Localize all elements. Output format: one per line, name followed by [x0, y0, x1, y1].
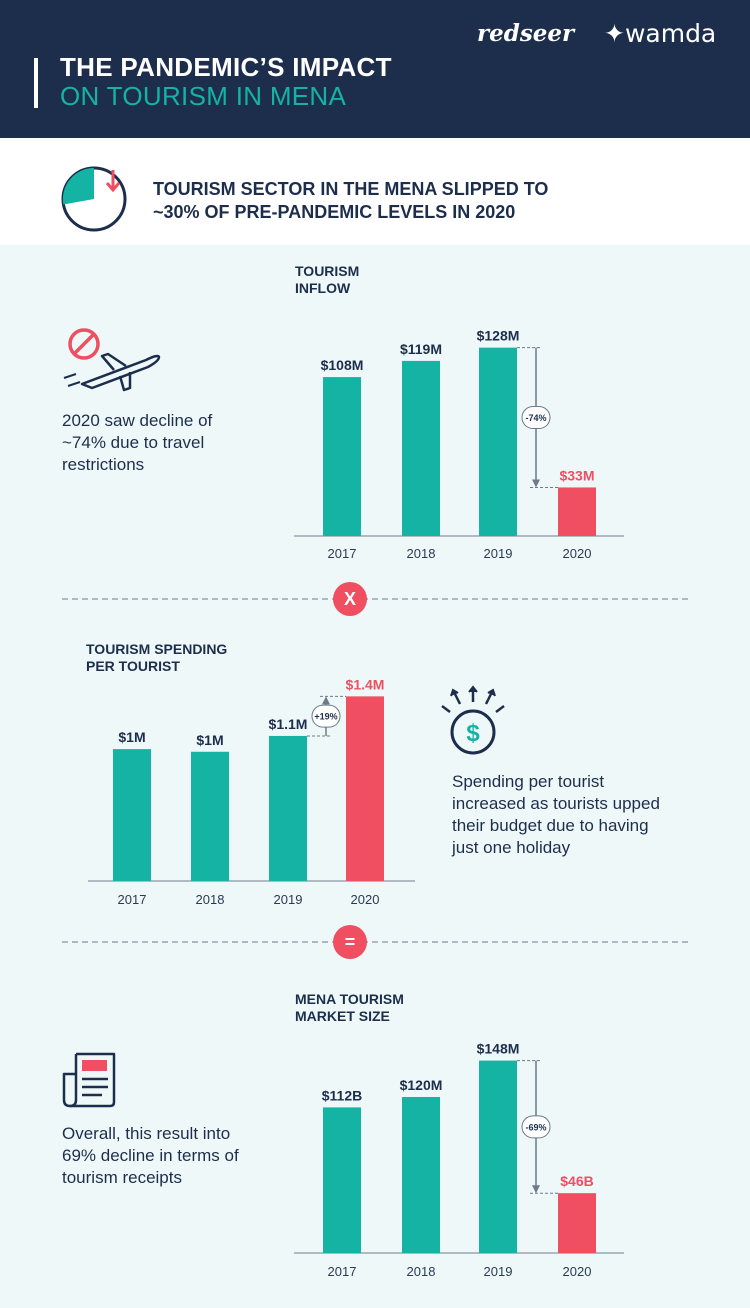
market-value-label-2019: $148M [477, 1041, 520, 1057]
summary-line-2: ~30% OF PRE-PANDEMIC LEVELS IN 2020 [153, 202, 516, 222]
spending-title-line-2: PER TOURIST [86, 658, 180, 674]
summary-line-1: TOURISM SECTOR IN THE MENA SLIPPED TO [153, 179, 549, 199]
market-tick-label-2020: 2020 [563, 1264, 592, 1279]
market-bar-2017 [323, 1107, 361, 1253]
market-description: Overall, this result into 69% decline in… [62, 1123, 239, 1189]
header: THE PANDEMIC’S IMPACT ON TOURISM IN MENA… [0, 0, 750, 138]
spending-change-label: +19% [314, 712, 337, 722]
spending-description: Spending per tourist increased as touris… [452, 771, 660, 859]
inflow-tick-label-2018: 2018 [407, 546, 436, 561]
pie-decline-icon [58, 163, 130, 240]
inflow-change-label: -74% [525, 413, 546, 423]
inflow-bar-2020 [558, 487, 596, 536]
dollar-increase-icon: $ [440, 684, 510, 761]
inflow-desc-line-3: restrictions [62, 455, 145, 474]
market-bar-2018 [402, 1097, 440, 1253]
spending-tick-label-2019: 2019 [274, 892, 303, 907]
inflow-value-label-2018: $119M [400, 341, 442, 357]
spending-chart-title: TOURISM SPENDING PER TOURIST [86, 641, 227, 675]
market-bar-2019 [479, 1060, 517, 1253]
spending-value-label-2020: $1.4M [346, 676, 385, 692]
spending-change-badge [311, 704, 341, 728]
summary-text: TOURISM SECTOR IN THE MENA SLIPPED TO ~3… [153, 178, 548, 224]
inflow-bar-2017 [323, 377, 361, 536]
inflow-desc-line-1: 2020 saw decline of [62, 411, 213, 430]
market-value-label-2017: $112B [322, 1087, 362, 1103]
equals-operator: = [333, 925, 367, 959]
header-accent-bar [34, 58, 38, 108]
spending-value-label-2017: $1M [118, 729, 145, 745]
inflow-title-line-2: INFLOW [295, 280, 351, 296]
spending-bar-2017 [113, 749, 151, 881]
receipt-document-icon [62, 1050, 117, 1113]
spending-tick-label-2017: 2017 [118, 892, 147, 907]
inflow-change-arrowhead [532, 479, 540, 488]
inflow-title-line-1: TOURISM [295, 263, 360, 279]
inflow-chart-title: TOURISM INFLOW [295, 263, 359, 297]
spending-bar-2018 [191, 751, 229, 881]
spending-desc-line-3: their budget due to having [452, 816, 649, 835]
inflow-desc-line-2: ~74% due to travel [62, 433, 205, 452]
market-bar-2020 [558, 1193, 596, 1253]
market-value-label-2018: $120M [400, 1077, 443, 1093]
market-change-label: -69% [525, 1122, 546, 1132]
market-title-line-2: MARKET SIZE [295, 1008, 390, 1024]
inflow-tick-label-2020: 2020 [563, 546, 592, 561]
wamda-logo: ✦wamda [604, 19, 717, 48]
spending-value-label-2019: $1.1M [269, 716, 308, 732]
inflow-bar-chart: $108M 2017 $119M 2018 $128M 2019 $33M 2020 -74% [290, 300, 630, 570]
inflow-tick-label-2019: 2019 [484, 546, 513, 561]
airplane-no-entry-icon [62, 326, 167, 401]
inflow-value-label-2020: $33M [559, 467, 594, 483]
inflow-value-label-2019: $128M [477, 328, 520, 344]
market-tick-label-2017: 2017 [328, 1264, 357, 1279]
market-tick-label-2018: 2018 [407, 1264, 436, 1279]
spending-desc-line-1: Spending per tourist [452, 772, 605, 791]
spending-bar-2019 [269, 735, 307, 881]
spending-desc-line-4: just one holiday [452, 838, 571, 857]
svg-text:$: $ [466, 720, 480, 747]
inflow-bar-2019 [479, 347, 517, 536]
spending-tick-label-2020: 2020 [351, 892, 380, 907]
market-desc-line-2: 69% decline in terms of [62, 1146, 239, 1165]
page-subtitle: ON TOURISM IN MENA [60, 81, 347, 111]
page-title: THE PANDEMIC’S IMPACT [60, 52, 392, 82]
spending-tick-label-2018: 2018 [196, 892, 225, 907]
section-divider-2 [62, 941, 688, 943]
market-desc-line-1: Overall, this result into [62, 1124, 231, 1143]
multiply-operator: X [333, 582, 367, 616]
spending-value-label-2018: $1M [196, 732, 223, 748]
inflow-change-badge [521, 406, 551, 430]
inflow-bar-2018 [402, 360, 440, 536]
market-bar-chart: $112B 2017 $120M 2018 $148M 2019 $46B 2020 -69% [290, 1015, 630, 1290]
inflow-description: 2020 saw decline of ~74% due to travel r… [62, 410, 212, 476]
market-desc-line-3: tourism receipts [62, 1168, 182, 1187]
market-change-badge [521, 1115, 551, 1139]
inflow-tick-label-2017: 2017 [328, 546, 357, 561]
market-change-arrowhead [532, 1185, 540, 1194]
inflow-value-label-2017: $108M [321, 357, 364, 373]
market-tick-label-2019: 2019 [484, 1264, 513, 1279]
market-value-label-2020: $46B [560, 1173, 593, 1189]
market-title-line-1: MENA TOURISM [295, 991, 404, 1007]
spending-bar-2020 [346, 696, 384, 881]
spending-title-line-1: TOURISM SPENDING [86, 641, 228, 657]
redseer-logo: redseer [477, 20, 575, 47]
market-chart-title: MENA TOURISM MARKET SIZE [295, 991, 404, 1025]
section-divider-1 [62, 598, 688, 600]
spending-change-arrowhead [322, 696, 330, 705]
spending-desc-line-2: increased as tourists upped [452, 794, 660, 813]
summary-banner: TOURISM SECTOR IN THE MENA SLIPPED TO ~3… [0, 138, 750, 245]
spending-bar-chart: $1M 2017 $1M 2018 $1.1M 2019 $1.4M 2020 +19% [80, 650, 425, 915]
